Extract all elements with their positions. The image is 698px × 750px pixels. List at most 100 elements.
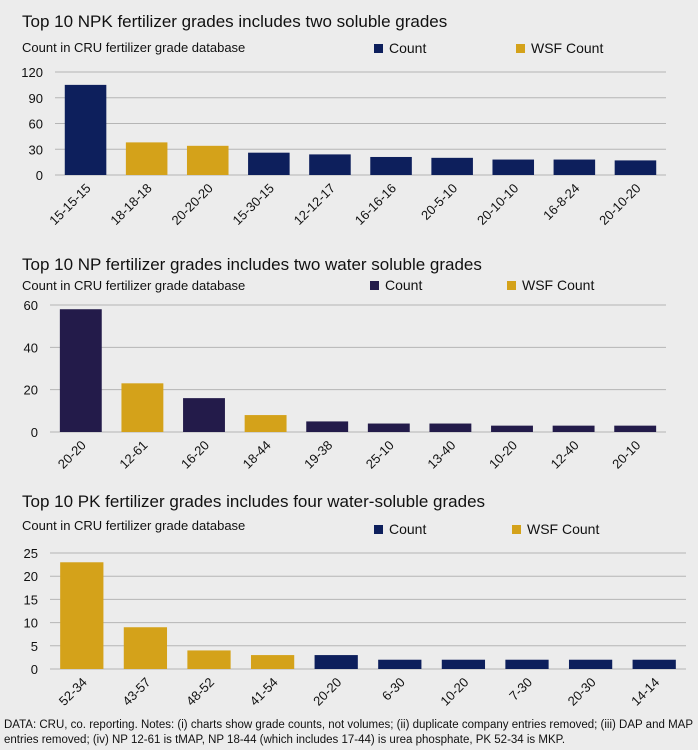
pk-bar-10-20	[441, 659, 486, 669]
npk-x-tick-label: 12-12-17	[291, 181, 338, 228]
npk-x-tick-label: 20-20-20	[168, 181, 215, 228]
np-y-tick-label: 60	[24, 298, 38, 313]
pk-y-tick-label: 5	[31, 639, 38, 654]
pk-x-tick-label: 6-30	[379, 675, 408, 704]
npk-legend-count-label: Count	[389, 40, 427, 56]
np-bar-12-40	[552, 425, 595, 432]
np-chart-panel: Top 10 NP fertilizer grades includes two…	[0, 245, 698, 485]
np-bar-13-40	[429, 423, 472, 432]
pk-y-tick-label: 25	[24, 546, 38, 561]
npk-legend-wsf-swatch	[516, 43, 525, 53]
np-bar-19-38	[306, 421, 349, 432]
npk-bar-16-8-24	[553, 159, 596, 175]
pk-y-tick-label: 20	[24, 569, 38, 584]
pk-legend-wsf-swatch	[512, 524, 521, 534]
pk-x-tick-label: 7-30	[506, 675, 535, 704]
pk-y-tick-label: 0	[31, 662, 38, 677]
npk-x-tick-label: 15-30-15	[230, 181, 277, 228]
np-legend-count: Count	[370, 277, 422, 293]
npk-x-tick-label: 20-5-10	[418, 181, 460, 223]
npk-y-tick-label: 90	[29, 91, 43, 106]
npk-bar-15-30-15	[248, 152, 290, 175]
pk-legend-count-swatch	[374, 524, 383, 534]
np-y-tick-label: 20	[24, 383, 38, 398]
np-legend-wsf-label: WSF Count	[522, 277, 595, 293]
npk-x-tick-label: 20-10-20	[596, 181, 643, 228]
npk-bar-20-10-10	[492, 159, 535, 175]
np-x-tick-label: 12-61	[116, 438, 150, 472]
npk-legend-wsf-label: WSF Count	[531, 40, 604, 56]
pk-bar-48-52	[187, 650, 231, 669]
npk-x-tick-label: 20-10-10	[474, 181, 521, 228]
pk-bar-14-14	[632, 659, 676, 669]
np-y-tick-label: 0	[31, 425, 38, 440]
npk-legend-count-swatch	[374, 43, 383, 53]
pk-chart-title: Top 10 PK fertilizer grades includes fou…	[22, 492, 486, 511]
np-x-tick-label: 19-38	[301, 438, 335, 472]
pk-x-tick-label: 43-57	[119, 675, 153, 709]
pk-x-tick-label: 52-34	[56, 675, 90, 709]
npk-chart-title: Top 10 NPK fertilizer grades includes tw…	[22, 12, 448, 31]
npk-bar-chart: 0 30 60 90 120 15-15-15 18-18-18 20-20-20 15-30-…	[21, 65, 666, 228]
pk-bar-6-30	[378, 659, 422, 669]
npk-bar-20-10-20	[614, 160, 657, 175]
np-x-tick-label: 25-10	[363, 438, 397, 472]
pk-bar-chart: 0 5 10 15 20 25 52-34 43-57 48-52 41-54 20-20 6-30 1…	[24, 546, 686, 709]
pk-bar-20-30	[568, 659, 613, 669]
npk-y-tick-label: 30	[29, 142, 43, 157]
pk-x-tick-label: 20-30	[565, 675, 599, 709]
npk-bar-15-15-15	[64, 84, 107, 175]
np-bar-25-10	[367, 423, 410, 432]
pk-bar-43-57	[123, 627, 168, 669]
npk-legend-wsf: WSF Count	[516, 40, 603, 56]
np-bar-10-20	[491, 425, 533, 432]
np-x-tick-label: 12-40	[548, 438, 582, 472]
pk-legend-count: Count	[374, 521, 426, 537]
np-x-tick-label: 20-10	[609, 438, 643, 472]
npk-bar-20-20-20	[186, 145, 229, 175]
np-bar-16-20	[183, 398, 225, 432]
np-bar-18-44	[244, 415, 287, 432]
npk-chart-ylabel: Count in CRU fertilizer grade database	[22, 40, 246, 55]
np-y-tick-label: 40	[24, 340, 38, 355]
pk-bar-52-34	[60, 562, 104, 669]
np-legend-wsf: WSF Count	[507, 277, 594, 293]
npk-bar-16-16-16	[370, 156, 412, 175]
npk-chart-panel: Top 10 NPK fertilizer grades includes tw…	[0, 0, 698, 245]
np-x-tick-label: 20-20	[55, 438, 89, 472]
pk-bar-7-30	[505, 659, 549, 669]
np-bar-chart: 0 20 40 60 20-20 12-61 16-20 18-44 19-38 25-10 13-…	[24, 298, 666, 472]
pk-legend-count-label: Count	[389, 521, 427, 537]
pk-x-tick-label: 48-52	[183, 675, 217, 709]
np-legend-count-label: Count	[385, 277, 423, 293]
np-x-tick-label: 13-40	[424, 438, 458, 472]
npk-x-tick-label: 15-15-15	[46, 181, 93, 228]
pk-x-tick-label: 41-54	[247, 675, 281, 709]
pk-legend-wsf: WSF Count	[512, 521, 599, 537]
npk-bar-12-12-17	[309, 154, 351, 175]
np-legend-count-swatch	[370, 280, 379, 290]
np-chart-ylabel: Count in CRU fertilizer grade database	[22, 278, 246, 293]
npk-x-tick-label: 18-18-18	[107, 181, 154, 228]
pk-bar-20-20	[314, 655, 358, 669]
np-x-tick-label: 16-20	[178, 438, 212, 472]
np-x-tick-label: 10-20	[486, 438, 520, 472]
pk-x-tick-label: 10-20	[437, 675, 471, 709]
npk-legend-count: Count	[374, 40, 426, 56]
pk-x-tick-label: 20-20	[310, 675, 344, 709]
np-legend-wsf-swatch	[507, 280, 516, 290]
footnote: DATA: CRU, co. reporting. Notes: (i) cha…	[4, 719, 693, 746]
npk-y-tick-label: 120	[21, 65, 43, 80]
pk-chart-ylabel: Count in CRU fertilizer grade database	[22, 518, 246, 533]
npk-x-tick-label: 16-8-24	[540, 181, 582, 223]
npk-bar-20-5-10	[431, 157, 473, 175]
np-bar-20-10	[614, 425, 657, 432]
pk-legend-wsf-label: WSF Count	[527, 521, 600, 537]
pk-bar-41-54	[250, 655, 295, 669]
npk-y-tick-label: 0	[36, 168, 43, 183]
np-chart-title: Top 10 NP fertilizer grades includes two…	[22, 255, 482, 274]
npk-x-tick-label: 16-16-16	[352, 181, 399, 228]
npk-bar-18-18-18	[125, 142, 168, 175]
np-bar-20-20	[59, 309, 102, 432]
pk-chart-panel: Top 10 PK fertilizer grades includes fou…	[0, 485, 698, 715]
